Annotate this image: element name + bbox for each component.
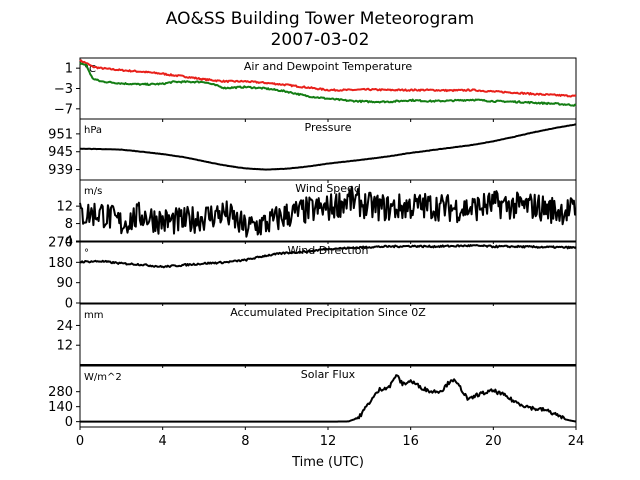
panel-title: Air and Dewpoint Temperature	[244, 60, 412, 73]
y-tick-label: 939	[48, 163, 73, 178]
y-tick-label: 951	[48, 127, 73, 142]
y-tick-label: −7	[54, 102, 73, 117]
x-tick-label: 12	[320, 434, 337, 449]
series-line-0	[79, 244, 577, 269]
panel-4: Accumulated Precipitation Since 0Z mm 24 12	[56, 303, 577, 366]
panel-unit: °	[84, 248, 89, 259]
y-tick-label: 270	[48, 236, 73, 251]
x-axis-label: Time (UTC)	[291, 455, 364, 470]
series-line-0	[80, 374, 577, 423]
y-tick-label: 945	[48, 145, 73, 160]
series-line-0	[79, 59, 577, 98]
panel-title: Accumulated Precipitation Since 0Z	[230, 306, 426, 319]
x-axis: 0 4 8 12 16 20 24	[76, 119, 584, 449]
panel-unit: hPa	[84, 125, 102, 136]
x-tick-label: 0	[76, 434, 84, 449]
y-tick-label: 4	[65, 235, 73, 250]
panel-unit: m/s	[84, 186, 102, 197]
x-tick-label: 8	[241, 434, 249, 449]
x-tick-label: 24	[568, 434, 585, 449]
series-line-1	[79, 61, 577, 107]
y-tick-label: 140	[48, 400, 73, 415]
y-tick-label: 0	[65, 297, 73, 312]
panel-unit: W/m^2	[84, 372, 122, 383]
y-tick-label: 12	[56, 200, 73, 215]
panel-unit: °C	[84, 64, 96, 75]
y-tick-label: 0	[65, 415, 73, 430]
y-tick-label: 24	[56, 319, 73, 334]
panel-title: Wind Speed	[295, 182, 361, 195]
x-tick-label: 20	[485, 434, 502, 449]
series-line-0	[80, 123, 577, 171]
y-tick-label: 8	[65, 217, 73, 232]
y-tick-label: 280	[48, 385, 73, 400]
x-tick-label: 16	[402, 434, 419, 449]
panel-title: Pressure	[305, 121, 352, 134]
panel-1: Pressure hPa 951 945 939	[48, 118, 577, 181]
panel-2: Wind Speed m/s 4 8 12	[56, 179, 577, 250]
x-tick-label: 4	[159, 434, 167, 449]
figure-title-line2: 2007-03-02	[271, 30, 370, 50]
y-tick-label: −3	[54, 82, 73, 97]
y-tick-label: 180	[48, 256, 73, 271]
panel-0: Air and Dewpoint Temperature °C 1 −3 −7	[54, 57, 577, 120]
y-tick-label: 1	[65, 62, 73, 77]
figure-title-line1: AO&SS Building Tower Meteorogram	[166, 9, 474, 29]
y-tick-label: 90	[56, 276, 73, 291]
panels-group: Air and Dewpoint Temperature°C1−3−7Press…	[48, 57, 577, 430]
panel-unit: mm	[84, 310, 103, 321]
series-line-0	[79, 185, 577, 238]
panel-title: Solar Flux	[301, 368, 356, 381]
y-tick-label: 12	[56, 339, 73, 354]
